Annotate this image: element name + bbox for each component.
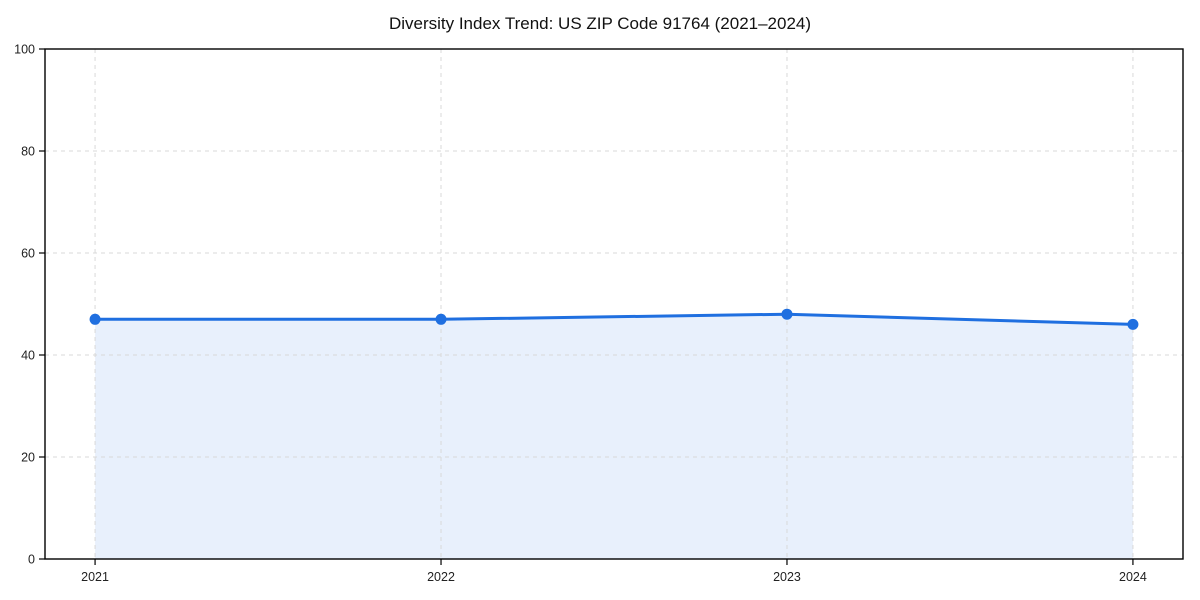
data-point-marker xyxy=(1127,318,1139,330)
trend-line xyxy=(93,312,1135,326)
data-point-marker xyxy=(89,313,101,325)
area-fill xyxy=(95,314,1133,559)
y-tick-label: 80 xyxy=(21,145,35,159)
y-tick-label: 100 xyxy=(14,43,35,57)
x-tick-label: 2023 xyxy=(773,570,801,584)
data-point-marker xyxy=(781,308,793,320)
x-tick-label: 2022 xyxy=(427,570,455,584)
y-tick-label: 60 xyxy=(21,247,35,261)
y-tick-label: 40 xyxy=(21,349,35,363)
data-point-marker xyxy=(435,313,447,325)
y-tick-label: 0 xyxy=(28,553,35,567)
chart-title: Diversity Index Trend: US ZIP Code 91764… xyxy=(388,14,812,33)
x-tick-label: 2024 xyxy=(1119,570,1147,584)
x-tick-label: 2021 xyxy=(81,570,109,584)
y-tick-label: 20 xyxy=(21,451,35,465)
plot-border xyxy=(44,48,1184,560)
